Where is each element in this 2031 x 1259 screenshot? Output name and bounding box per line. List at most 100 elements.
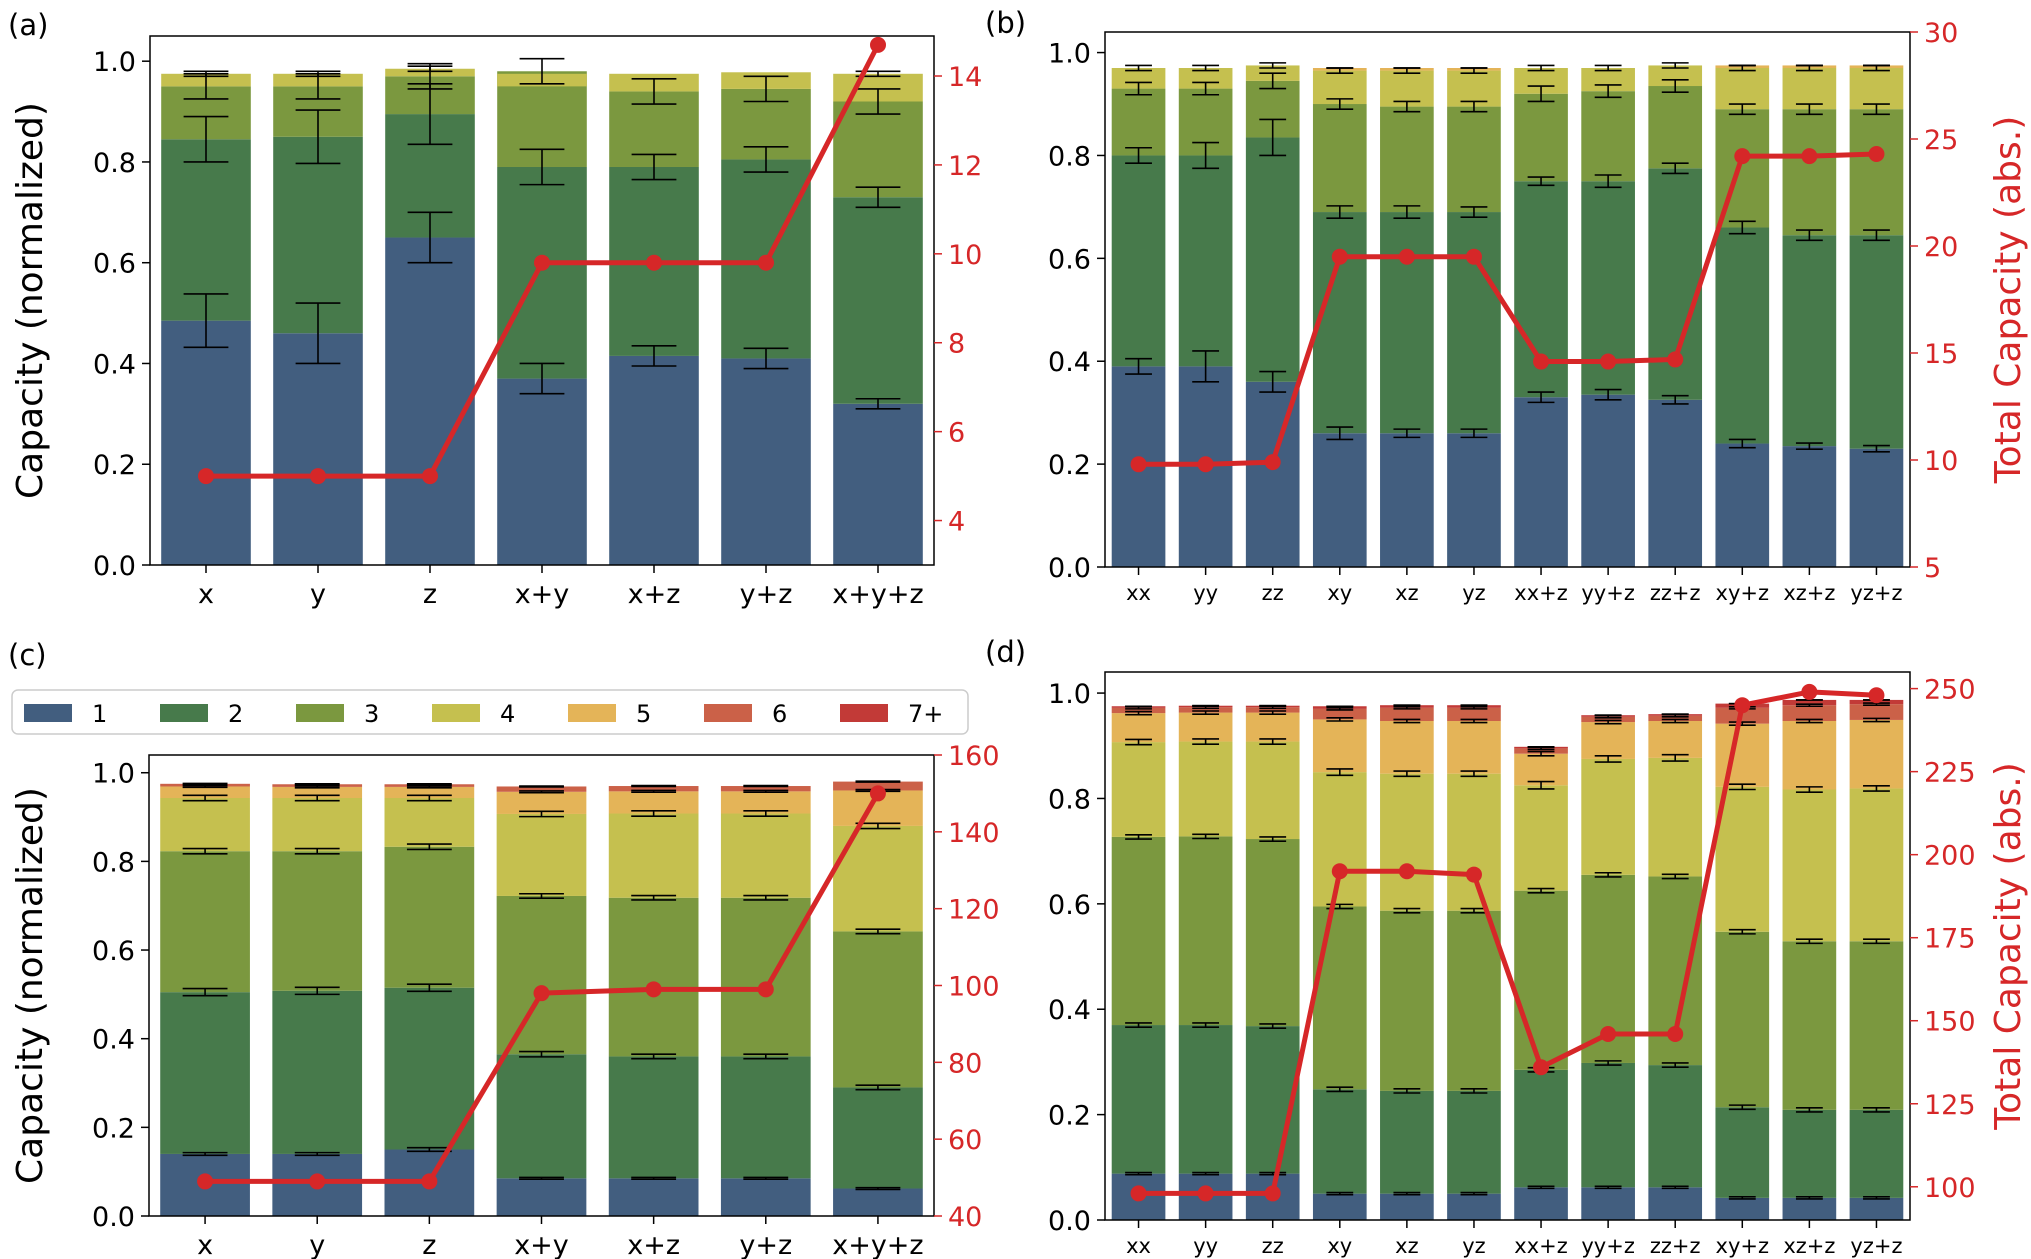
y2-axis-title: Total Capacity (abs.) <box>1988 762 2029 1131</box>
bar-seg-deg6 <box>1312 708 1367 720</box>
bar-seg-deg1 <box>161 320 251 565</box>
bar-seg-deg2 <box>1111 1025 1166 1174</box>
bar-seg-deg5 <box>1380 721 1434 774</box>
y-tick-label: 0.8 <box>1048 141 1091 172</box>
bar-seg-deg4 <box>1715 786 1770 932</box>
bar-seg-deg4 <box>833 825 923 932</box>
error-bars <box>183 57 901 410</box>
bar-seg-deg2 <box>1447 212 1501 434</box>
bar-seg-deg5 <box>1849 719 1904 789</box>
x-tick-label: xz <box>1395 581 1418 605</box>
bar-seg-deg5 <box>1245 712 1300 742</box>
x-tick-label: z <box>422 1230 436 1259</box>
x-tick-label: yy+z <box>1581 1234 1634 1258</box>
bar-seg-deg4 <box>1849 68 1904 110</box>
bar-seg-deg1 <box>720 1178 811 1216</box>
y-tick-label: 1.0 <box>93 47 136 78</box>
x-tick-label: yz <box>1462 1234 1485 1258</box>
y-tick-label: 0.2 <box>93 450 136 481</box>
panel-letter: (a) <box>8 8 48 42</box>
bar-seg-deg2 <box>720 1056 811 1179</box>
total-capacity-point <box>1868 687 1885 704</box>
legend-label: 1 <box>92 700 107 728</box>
total-capacity-point <box>421 1173 438 1190</box>
legend-swatch-deg5 <box>568 704 616 722</box>
bar-seg-deg1 <box>496 1178 587 1216</box>
bar-seg-deg6 <box>1178 707 1233 713</box>
x-tick-label: xz <box>1395 1234 1418 1258</box>
y2-tick-label: 100 <box>1924 1173 1976 1204</box>
bar-seg-deg3 <box>720 897 811 1057</box>
bar-seg-deg2 <box>1178 1025 1233 1174</box>
x-tick-label: y+z <box>739 1230 792 1259</box>
panel-letter: (c) <box>8 638 47 672</box>
y-tick-label: 0.4 <box>1048 995 1091 1026</box>
y-tick-label: 0.2 <box>1048 450 1091 481</box>
y2-tick-label: 12 <box>948 151 982 182</box>
bar-seg-deg5 <box>1514 753 1568 786</box>
bar-seg-deg2 <box>1782 235 1837 447</box>
bars <box>1111 65 1904 567</box>
x-tick-label: yz+z <box>1850 581 1902 605</box>
legend-label: 6 <box>772 700 787 728</box>
bar-seg-deg6 <box>1380 707 1434 722</box>
bar-seg-deg3 <box>1380 106 1434 213</box>
y2-tick-label: 40 <box>948 1202 982 1233</box>
total-capacity-point <box>1801 148 1818 165</box>
bar-seg-deg5 <box>1312 719 1367 773</box>
bar-seg-deg2 <box>1380 1090 1434 1194</box>
bar-seg-deg4 <box>1782 68 1837 110</box>
bar-seg-deg3 <box>1312 104 1367 213</box>
total-capacity-point <box>533 985 550 1002</box>
bar-seg-deg2 <box>1312 212 1367 434</box>
total-capacity-line <box>1130 145 1885 473</box>
y-tick-label: 0.8 <box>92 847 135 878</box>
y2-tick-label: 6 <box>948 418 965 449</box>
x-tick-label: z <box>423 579 437 610</box>
x-tick-label: xx <box>1126 1234 1151 1258</box>
legend-label: 5 <box>636 700 651 728</box>
bar-seg-deg5 <box>1782 721 1837 790</box>
bar-seg-deg1 <box>1648 1187 1703 1220</box>
bar-seg-deg4 <box>384 797 475 847</box>
bar-seg-deg3 <box>1514 890 1568 1070</box>
bar-seg-deg6 <box>1648 715 1703 722</box>
legend-label: 4 <box>500 700 515 728</box>
bar-seg-deg1 <box>1849 448 1904 567</box>
total-capacity-point <box>1734 697 1751 714</box>
bar-seg-deg4 <box>1782 789 1837 942</box>
bar-seg-deg2 <box>833 1087 923 1189</box>
bar-seg-deg1 <box>1782 446 1837 567</box>
bar-seg-deg7+ <box>1782 699 1837 706</box>
y2-tick-label: 225 <box>1924 758 1976 789</box>
bar-seg-deg4 <box>1312 772 1367 907</box>
x-tick-label: xx+z <box>1514 581 1567 605</box>
axes-frame <box>1104 671 1911 1221</box>
bar-seg-deg1 <box>1312 433 1367 567</box>
bars <box>161 68 923 565</box>
y-tick-label: 0.6 <box>92 936 135 967</box>
bar-seg-deg4 <box>720 813 811 898</box>
y-tick-label: 1.0 <box>1048 679 1091 710</box>
bar-seg-deg2 <box>1312 1089 1367 1194</box>
bar-seg-deg3 <box>496 895 587 1055</box>
bar-seg-deg4 <box>1447 773 1501 911</box>
total-capacity-point <box>1264 454 1281 471</box>
total-capacity-point <box>309 1173 326 1190</box>
bar-seg-deg4 <box>1178 68 1233 89</box>
bar-seg-deg3 <box>1648 86 1703 169</box>
y-axis-title: Capacity (normalized) <box>10 102 51 499</box>
bar-seg-deg3 <box>1380 910 1434 1091</box>
bar-seg-deg3 <box>384 846 475 988</box>
bar-seg-deg1 <box>1581 394 1635 567</box>
bar-seg-deg2 <box>1849 1109 1904 1198</box>
axes-frame <box>1104 31 1911 568</box>
bar-seg-deg5 <box>1648 721 1703 758</box>
bar-seg-deg3 <box>833 101 923 198</box>
bar-seg-deg6 <box>1447 707 1501 722</box>
y-tick-label: 1.0 <box>1048 39 1091 70</box>
total-capacity-point <box>198 468 214 485</box>
total-capacity-point <box>870 36 886 53</box>
bar-seg-deg5 <box>1715 723 1770 787</box>
legend-box <box>11 689 969 735</box>
